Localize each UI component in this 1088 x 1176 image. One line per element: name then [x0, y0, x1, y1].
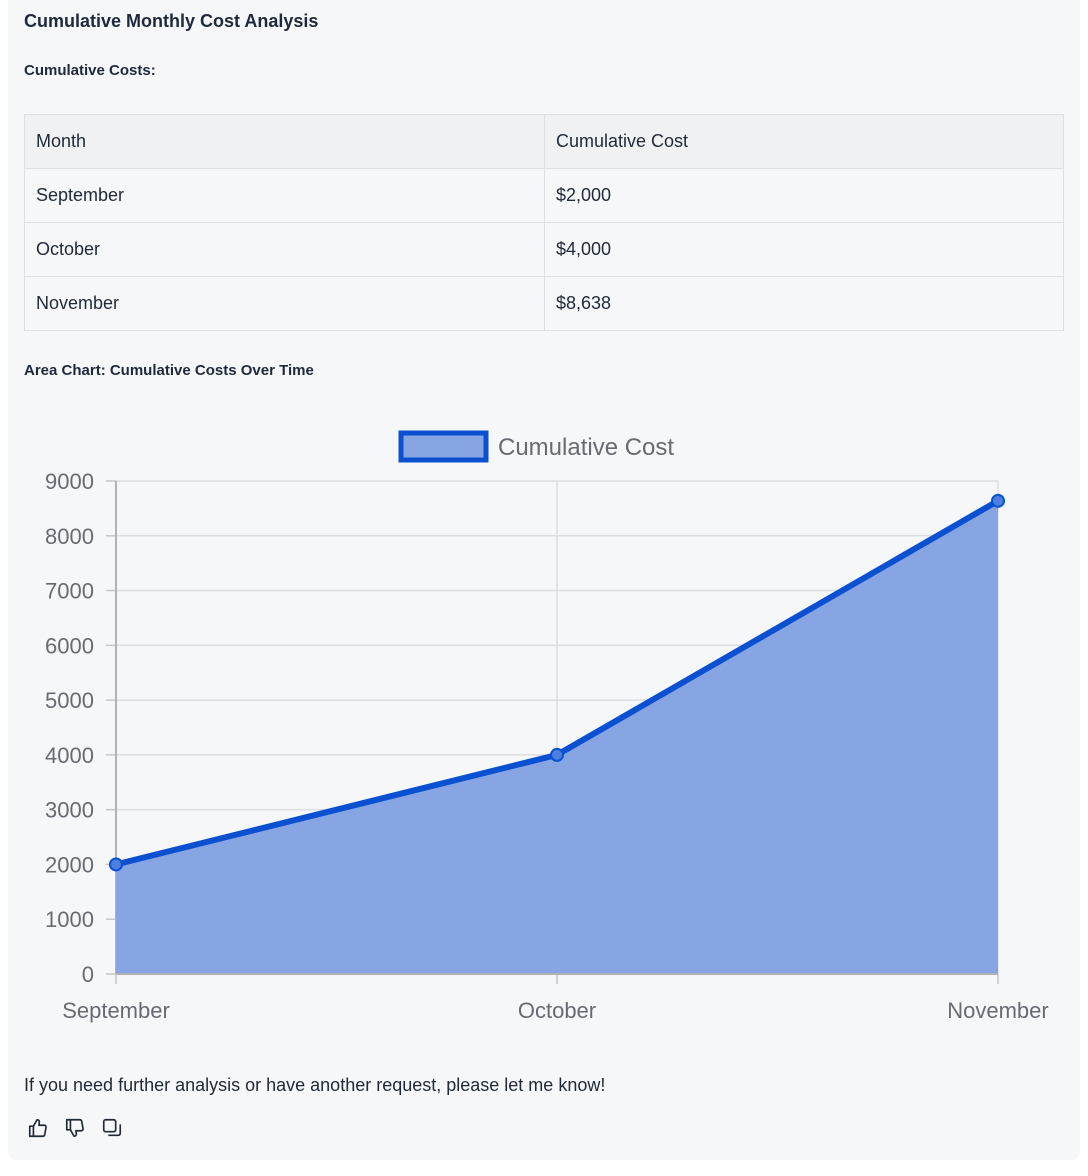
- data-point: [550, 747, 564, 762]
- thumbs-up-icon: [28, 1118, 47, 1138]
- y-tick-label: 9000: [45, 469, 94, 494]
- data-point: [991, 493, 1005, 508]
- table-cell-month: September: [24, 168, 545, 223]
- area-chart: 0 1000 2000 3000 4000 5000 6000 7000 8000 9000 Sep…: [45, 430, 1049, 1023]
- copy-button[interactable]: [100, 1116, 124, 1140]
- y-tick-label: 7000: [45, 579, 94, 604]
- table-row: October $4,000: [24, 222, 1064, 277]
- table-row: September $2,000: [24, 168, 1064, 223]
- y-tick-label: 5000: [45, 688, 94, 713]
- y-tick-label: 8000: [45, 524, 94, 549]
- x-tick-label: November: [947, 998, 1048, 1023]
- table-cell-cost: $2,000: [544, 168, 1064, 223]
- legend-label: Cumulative Cost: [498, 434, 674, 461]
- thumbs-down-button[interactable]: [63, 1116, 87, 1140]
- y-tick-label: 4000: [45, 743, 94, 768]
- table-heading: Cumulative Costs:: [24, 62, 156, 79]
- y-tick-label: 6000: [45, 633, 94, 658]
- message-actions: [26, 1116, 124, 1140]
- table-cell-month: November: [24, 276, 545, 331]
- footer-message: If you need further analysis or have ano…: [24, 1075, 606, 1095]
- cumulative-cost-table: Month Cumulative Cost September $2,000 O…: [24, 114, 1064, 331]
- y-tick-label: 3000: [45, 798, 94, 823]
- table-header-cost: Cumulative Cost: [544, 114, 1064, 169]
- copy-icon: [102, 1118, 122, 1137]
- y-tick-label: 2000: [45, 852, 94, 877]
- chart-heading: Area Chart: Cumulative Costs Over Time: [24, 362, 314, 379]
- assistant-message-panel: Cumulative Monthly Cost Analysis Cumulat…: [8, 0, 1080, 1160]
- message-title: Cumulative Monthly Cost Analysis: [24, 11, 319, 31]
- legend-swatch: [398, 430, 489, 463]
- y-tick-label: 0: [82, 962, 94, 987]
- table-header-row: Month Cumulative Cost: [24, 114, 1064, 169]
- series-area-fill: [116, 500, 998, 974]
- table-header-month: Month: [24, 114, 545, 169]
- data-point: [109, 857, 123, 872]
- thumbs-up-button[interactable]: [26, 1116, 50, 1140]
- x-tick-label: October: [518, 998, 596, 1023]
- table-cell-cost: $8,638: [544, 276, 1064, 331]
- y-tick-label: 1000: [45, 907, 94, 932]
- table-row: November $8,638: [24, 276, 1064, 331]
- thumbs-down-icon: [65, 1118, 84, 1138]
- table-cell-month: October: [24, 222, 545, 277]
- x-tick-label: September: [62, 998, 170, 1023]
- table-cell-cost: $4,000: [544, 222, 1064, 277]
